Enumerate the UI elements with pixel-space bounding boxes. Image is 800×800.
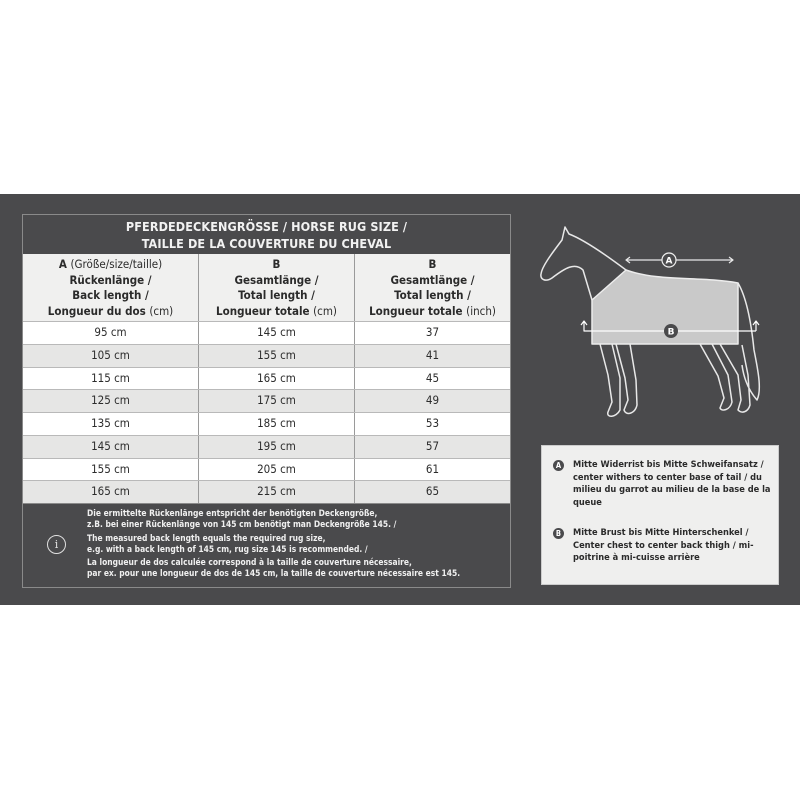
table-row: 145 cm 195 cm 57	[23, 434, 510, 458]
legend-item-a: A Mitte Widerrist bis Mitte Schweifansat…	[553, 459, 778, 509]
note-en-2: e.g. with a back length of 145 cm, rug s…	[87, 543, 368, 554]
total-length-inch-cell: 57	[355, 435, 510, 458]
note-en-1: The measured back length equals the requ…	[87, 532, 326, 543]
header-total-length-cm: B Gesamtlänge / Total length / Longueur …	[199, 254, 355, 321]
back-length-cell: 115 cm	[23, 367, 199, 390]
table-row: 125 cm 175 cm 49	[23, 389, 510, 412]
total-length-cm-cell: 145 cm	[199, 322, 355, 344]
note-de-1: Die ermittelte Rückenlänge entspricht de…	[87, 508, 378, 518]
table-title: PFERDEDECKENGRÖSSE / HORSE RUG SIZE / TA…	[23, 215, 510, 254]
back-length-cell: 165 cm	[23, 481, 199, 503]
horse-measurement-diagram: A B	[540, 226, 761, 417]
title-line-2: TAILLE DE LA COUVERTURE DU CHEVAL	[141, 236, 392, 251]
total-length-inch-cell: 49	[355, 390, 510, 412]
measurement-a-arrow	[625, 256, 734, 264]
badge-b-icon: B	[553, 528, 564, 539]
table-row: 95 cm 145 cm 37	[23, 321, 510, 344]
note-fr-2: par ex. pour une longueur de dos de 145 …	[87, 568, 461, 578]
legend-text-b: Mitte Brust bis Mitte Hinterschenkel / C…	[573, 527, 754, 563]
back-length-cell: 105 cm	[23, 344, 199, 367]
title-line-1: PFERDEDECKENGRÖSSE / HORSE RUG SIZE /	[125, 219, 408, 234]
header-row: A (Größe/size/taille) Rückenlänge / Back…	[23, 254, 510, 321]
label-a-badge	[661, 252, 677, 268]
table-body: 95 cm 145 cm 37 105 cm 155 cm 41 115 cm 165 cm 4…	[23, 321, 510, 503]
label-a-text: A	[666, 257, 673, 267]
total-length-cm-cell: 205 cm	[199, 458, 355, 481]
total-length-cm-cell: 195 cm	[199, 435, 355, 458]
total-length-inch-cell: 65	[355, 481, 510, 503]
label-b-text: B	[668, 328, 675, 338]
legend-item-b: B Mitte Brust bis Mitte Hinterschenkel /…	[553, 527, 778, 565]
total-length-cm-cell: 155 cm	[199, 344, 355, 367]
measurement-b-arrow	[580, 320, 760, 332]
total-length-cm-cell: 175 cm	[199, 390, 355, 412]
total-length-cm-cell: 215 cm	[199, 481, 355, 503]
total-length-cm-cell: 165 cm	[199, 367, 355, 390]
total-length-inch-cell: 45	[355, 367, 510, 390]
total-length-inch-cell: 37	[355, 322, 510, 344]
size-table: PFERDEDECKENGRÖSSE / HORSE RUG SIZE / TA…	[22, 214, 511, 588]
measurement-legend: A Mitte Widerrist bis Mitte Schweifansat…	[541, 445, 779, 585]
table-row: 165 cm 215 cm 65	[23, 480, 510, 503]
table-row: 115 cm 165 cm 45	[23, 366, 510, 390]
horse-outline-icon	[540, 226, 761, 417]
table-row: 135 cm 185 cm 53	[23, 412, 510, 435]
info-note: i Die ermittelte Rückenlänge entspricht …	[23, 503, 510, 587]
back-length-cell: 125 cm	[23, 390, 199, 412]
header-total-length-inch: B Gesamtlänge / Total length / Longueur …	[355, 254, 510, 321]
total-length-inch-cell: 61	[355, 458, 510, 481]
table-row: 155 cm 205 cm 61	[23, 457, 510, 481]
back-length-cell: 145 cm	[23, 435, 199, 458]
total-length-inch-cell: 41	[355, 344, 510, 367]
info-icon: i	[47, 535, 66, 554]
total-length-inch-cell: 53	[355, 413, 510, 435]
back-length-cell: 95 cm	[23, 322, 199, 344]
back-length-cell: 155 cm	[23, 458, 199, 481]
label-b-badge	[664, 324, 678, 338]
note-fr-1: La longueur de dos calculée correspond à…	[87, 557, 412, 567]
header-back-length: A (Größe/size/taille) Rückenlänge / Back…	[23, 254, 199, 321]
legend-text-a: Mitte Widerrist bis Mitte Schweifansatz …	[573, 459, 771, 508]
note-de-2: z.B. bei einer Rückenlänge von 145 cm be…	[87, 519, 397, 529]
back-length-cell: 135 cm	[23, 413, 199, 435]
total-length-cm-cell: 185 cm	[199, 413, 355, 435]
table-row: 105 cm 155 cm 41	[23, 343, 510, 367]
rug-shape	[591, 269, 739, 345]
badge-a-icon: A	[553, 460, 564, 471]
